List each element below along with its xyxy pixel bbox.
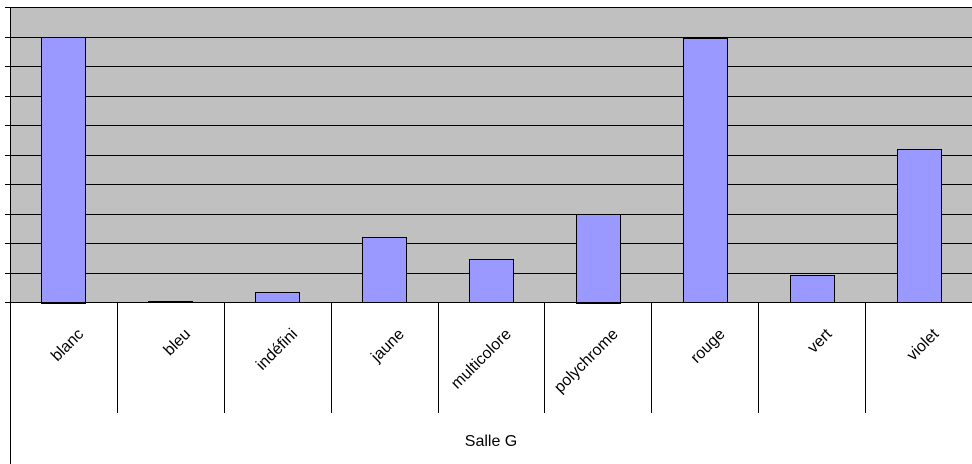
plot-area: [10, 7, 972, 302]
category-label-rouge: rouge: [688, 326, 729, 367]
axes: [10, 7, 972, 464]
bar-indéfini: [255, 292, 300, 303]
category-labels: blanc bleu indéfini jaune multicolore polychr…: [48, 325, 943, 396]
category-label-blanc: blanc: [48, 326, 87, 365]
bar-polychrome: [576, 214, 621, 304]
bar-vert: [790, 275, 835, 303]
category-label-violet: violet: [904, 325, 943, 364]
category-label-indéfini: indéfini: [253, 326, 301, 374]
category-label-polychrome: polychrome: [551, 326, 622, 397]
category-label-multicolore: multicolore: [448, 326, 515, 393]
bar-blanc: [41, 37, 86, 304]
bars: [41, 37, 942, 304]
category-label-vert: vert: [805, 325, 836, 356]
category-label-jaune: jaune: [368, 326, 408, 366]
gridlines: [5, 7, 972, 303]
group-label: Salle G: [465, 433, 517, 450]
bar-violet: [897, 149, 942, 303]
bar-rouge: [683, 38, 728, 303]
category-label-bleu: bleu: [161, 326, 194, 359]
bar-multicolore: [469, 259, 514, 303]
bar-jaune: [362, 237, 407, 303]
